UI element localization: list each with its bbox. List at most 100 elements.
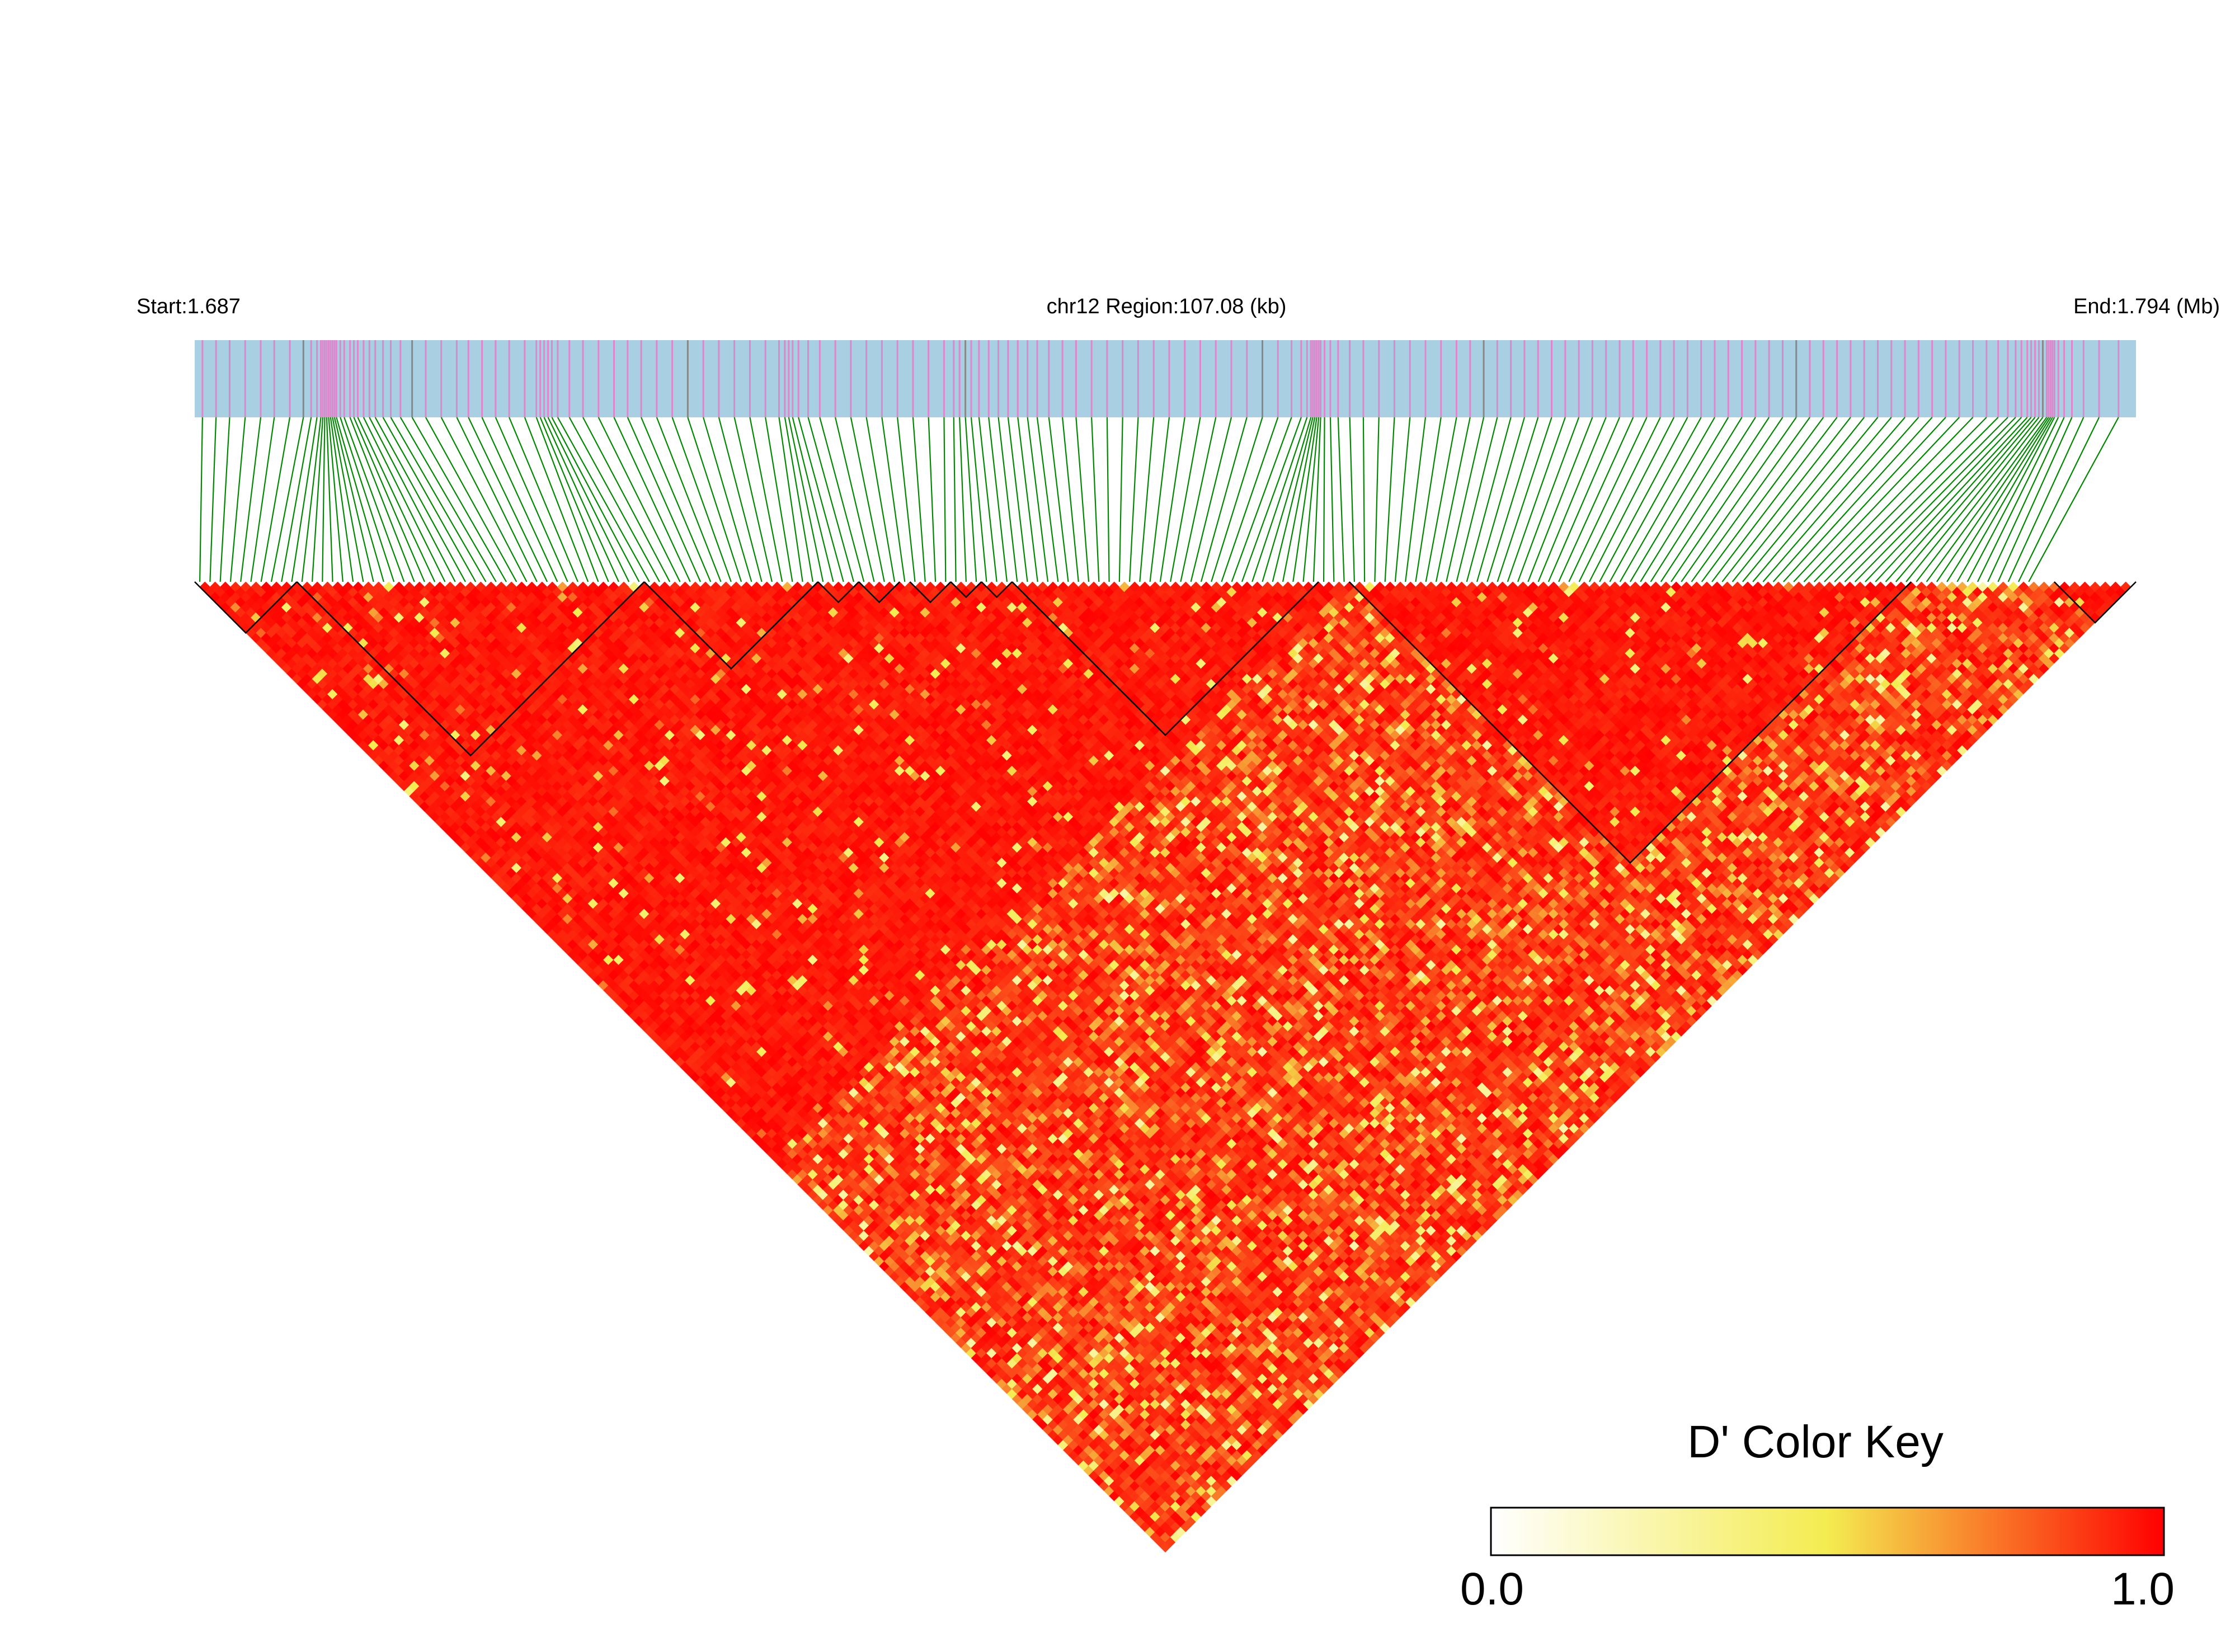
snp-connector bbox=[199, 417, 203, 582]
snp-connector bbox=[219, 417, 230, 582]
snp-connector bbox=[788, 417, 824, 582]
snp-connector bbox=[1329, 417, 1335, 582]
snp-connector bbox=[1075, 417, 1090, 582]
snp-connector bbox=[718, 417, 763, 582]
snp-connector bbox=[1987, 417, 2065, 582]
snp-connector bbox=[641, 417, 712, 582]
snp-connector bbox=[749, 417, 783, 582]
snp-tick-group bbox=[201, 340, 2120, 417]
snp-connector bbox=[850, 417, 885, 582]
snp-connector bbox=[1588, 417, 1675, 582]
snp-connector bbox=[1139, 417, 1155, 582]
snp-connector bbox=[1221, 417, 1279, 582]
snp-connector bbox=[1650, 417, 1756, 582]
snp-connector bbox=[997, 417, 1018, 582]
snp-connector bbox=[281, 417, 312, 582]
snp-connector bbox=[1875, 417, 2028, 582]
snp-connector bbox=[349, 417, 415, 582]
snp-connector bbox=[1466, 417, 1512, 582]
snp-connector bbox=[819, 417, 865, 582]
region-end-label: End:1.794 (Mb) bbox=[2073, 295, 2220, 318]
snp-connector bbox=[535, 417, 599, 582]
snp-connector bbox=[582, 417, 671, 582]
snp-connector bbox=[978, 417, 997, 582]
snp-connector bbox=[1578, 417, 1661, 582]
snp-connector bbox=[1609, 417, 1702, 582]
snp-connector bbox=[1905, 417, 2040, 582]
snp-connector bbox=[1180, 417, 1217, 582]
snp-connector bbox=[733, 417, 773, 582]
snp-connector bbox=[1017, 417, 1038, 582]
snp-connector bbox=[1854, 417, 2016, 582]
snp-connector bbox=[1170, 417, 1201, 582]
snp-connector bbox=[792, 417, 834, 582]
snp-connector bbox=[1241, 417, 1302, 582]
snp-connector bbox=[1558, 417, 1634, 582]
snp-connector bbox=[357, 417, 436, 582]
snp-connector bbox=[1272, 417, 1314, 582]
snp-connector bbox=[1435, 417, 1471, 582]
snp-connector bbox=[363, 417, 446, 582]
snp-connector bbox=[1721, 417, 1851, 582]
gene-track-bar bbox=[195, 340, 2136, 417]
snp-connector bbox=[330, 417, 354, 582]
snp-connector bbox=[1425, 417, 1457, 582]
snp-connector bbox=[1048, 417, 1069, 582]
snp-connector bbox=[333, 417, 374, 582]
snp-connector bbox=[1394, 417, 1411, 582]
snp-connector bbox=[1916, 417, 2044, 582]
snp-connector bbox=[1691, 417, 1810, 582]
snp-connector bbox=[1128, 417, 1139, 582]
snp-connector bbox=[1190, 417, 1232, 582]
snp-connector bbox=[1251, 417, 1308, 582]
snp-connector bbox=[1497, 417, 1552, 582]
snp-connector bbox=[1742, 417, 1879, 582]
snp-connector bbox=[260, 417, 291, 582]
snp-connector bbox=[2007, 417, 2085, 582]
snp-connector bbox=[1200, 417, 1248, 582]
snp-connector bbox=[353, 417, 425, 582]
snp-connector bbox=[240, 417, 262, 582]
snp-connector bbox=[291, 417, 318, 582]
snp-connector bbox=[468, 417, 548, 582]
snp-connector bbox=[959, 417, 967, 582]
snp-connector bbox=[547, 417, 630, 582]
snp-connector bbox=[1312, 417, 1321, 582]
snp-connector bbox=[1476, 417, 1526, 582]
snp-connector bbox=[703, 417, 752, 582]
snp-connector bbox=[332, 417, 364, 582]
snp-connector bbox=[1772, 417, 1919, 582]
snp-connector bbox=[399, 417, 497, 582]
region-start-label: Start:1.687 bbox=[137, 295, 241, 318]
snp-connector bbox=[1547, 417, 1620, 582]
snp-connector bbox=[1349, 417, 1355, 582]
snp-connector bbox=[1997, 417, 2073, 582]
snp-connector bbox=[1926, 417, 2048, 582]
snp-connector bbox=[1681, 417, 1797, 582]
snp-connector bbox=[1507, 417, 1566, 582]
snp-connector bbox=[1159, 417, 1185, 582]
snp-connector bbox=[336, 417, 384, 582]
snp-connector bbox=[481, 417, 558, 582]
snp-connector bbox=[1007, 417, 1028, 582]
snp-connector bbox=[440, 417, 528, 582]
snp-connector bbox=[1405, 417, 1427, 582]
snp-connector bbox=[1834, 417, 1999, 582]
ld-heatmap-cells bbox=[199, 582, 2132, 1552]
snp-connector-group bbox=[199, 417, 2119, 582]
snp-connector bbox=[425, 417, 517, 582]
snp-connector bbox=[311, 417, 324, 582]
snp-connector bbox=[229, 417, 246, 582]
snp-connector bbox=[1302, 417, 1320, 582]
snp-connector bbox=[270, 417, 304, 582]
snp-connector bbox=[322, 417, 326, 582]
snp-connector bbox=[568, 417, 660, 582]
snp-connector bbox=[1660, 417, 1770, 582]
snp-connector bbox=[1803, 417, 1960, 582]
snp-connector bbox=[1362, 417, 1366, 582]
snp-connector bbox=[613, 417, 691, 582]
snp-connector bbox=[928, 417, 937, 582]
snp-connector bbox=[557, 417, 650, 582]
snp-connector bbox=[627, 417, 702, 582]
